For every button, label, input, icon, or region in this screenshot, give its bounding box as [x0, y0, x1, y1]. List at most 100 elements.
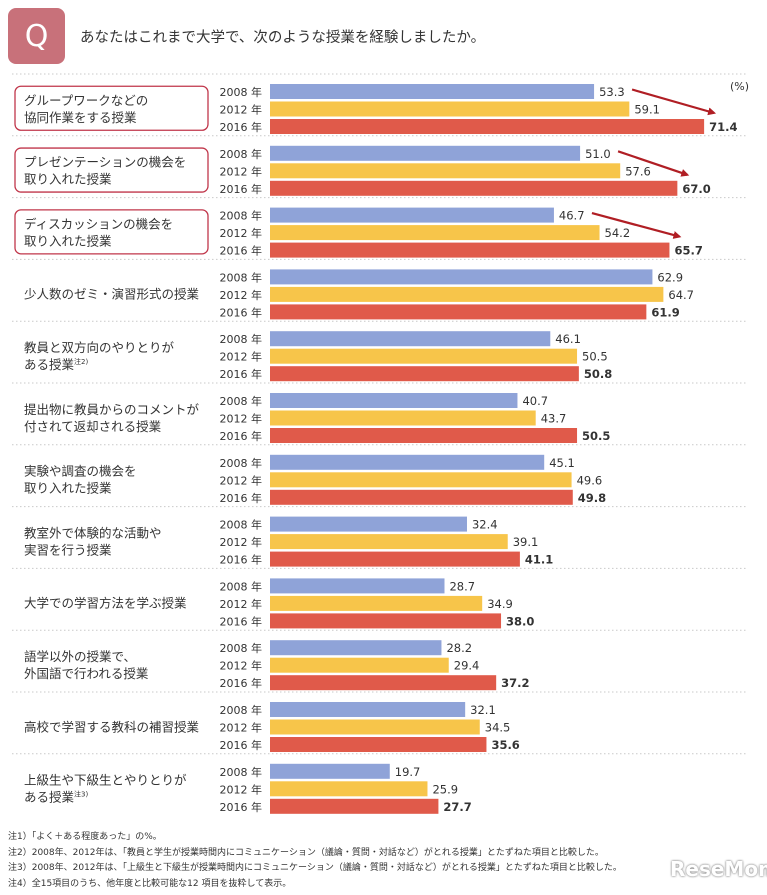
- value-label: 29.4: [454, 659, 480, 673]
- category-note: 注3): [74, 790, 88, 799]
- value-label: 35.6: [491, 738, 519, 752]
- category-label: 実習を行う授業: [24, 542, 112, 557]
- year-label: 2016 年: [220, 676, 263, 690]
- year-label: 2008 年: [220, 641, 263, 655]
- value-label: 34.5: [485, 721, 511, 735]
- year-label: 2008 年: [220, 270, 263, 284]
- value-label: 49.8: [578, 491, 606, 505]
- year-label: 2008 年: [220, 332, 263, 346]
- value-label: 50.8: [584, 367, 612, 381]
- bar: [270, 798, 439, 814]
- category-label: 実験や調査の機会を: [24, 464, 137, 479]
- bar: [270, 640, 442, 656]
- trend-arrow: [591, 212, 682, 239]
- category-note: 注2): [74, 357, 88, 366]
- bar: [270, 702, 466, 717]
- bar: [270, 675, 497, 691]
- bar: [270, 393, 518, 408]
- bar: [270, 595, 483, 611]
- value-label: 27.7: [443, 800, 471, 814]
- bar: [270, 428, 578, 443]
- question-text: あなたはこれまで大学で、次のような授業を経験しましたか。: [80, 30, 486, 46]
- category-label: 語学以外の授業で、: [24, 649, 136, 664]
- year-label: 2008 年: [220, 518, 263, 532]
- value-label: 50.5: [582, 350, 608, 364]
- bar: [270, 348, 578, 364]
- category-label: 提出物に教員からのコメントが: [24, 402, 200, 417]
- year-label: 2012 年: [220, 288, 263, 302]
- value-label: 25.9: [432, 782, 458, 796]
- year-label: 2008 年: [220, 209, 263, 223]
- category-label: 教員と双方向のやりとりが: [24, 340, 175, 355]
- footnote-3: 注3）2008年、2012年は、「上級生と下級生が授業時間内にコミュニケーション…: [8, 863, 622, 873]
- year-label: 2012 年: [220, 721, 263, 735]
- bar: [270, 719, 480, 735]
- bar: [270, 269, 653, 285]
- bar: [270, 225, 600, 241]
- year-label: 2008 年: [220, 147, 263, 161]
- value-label: 43.7: [541, 412, 567, 426]
- year-label: 2012 年: [220, 473, 263, 487]
- year-label: 2016 年: [220, 553, 263, 567]
- year-label: 2008 年: [220, 456, 263, 470]
- bar: [270, 410, 536, 426]
- value-label: 49.6: [577, 473, 603, 487]
- value-label: 34.9: [487, 597, 513, 611]
- year-label: 2016 年: [220, 120, 263, 134]
- year-label: 2012 年: [220, 535, 263, 549]
- year-label: 2012 年: [220, 782, 263, 796]
- year-label: 2008 年: [220, 579, 263, 593]
- value-label: 65.7: [674, 244, 702, 258]
- value-label: 28.7: [449, 579, 475, 593]
- category-label: 高校で学習する教科の補習授業: [24, 719, 200, 734]
- footnote-4: 注4）全15項目のうち、他年度と比較可能な12 項目を抜粋して表示。: [8, 878, 292, 889]
- value-label: 50.5: [582, 429, 610, 443]
- value-label: 45.1: [549, 456, 575, 470]
- year-label: 2008 年: [220, 765, 263, 779]
- value-label: 28.2: [446, 641, 472, 655]
- value-label: 67.0: [682, 182, 710, 196]
- year-label: 2016 年: [220, 800, 263, 814]
- value-label: 71.4: [709, 120, 737, 134]
- value-label: 62.9: [657, 270, 683, 284]
- year-label: 2012 年: [220, 226, 263, 240]
- value-label: 37.2: [501, 676, 529, 690]
- footnote-2: 注2）2008年、2012年は、「教員と学生が授業時間内にコミュニケーション（議…: [8, 847, 604, 858]
- bar: [270, 180, 678, 196]
- bar: [270, 578, 445, 594]
- category-label: 教室外で体験的な活動や: [24, 525, 162, 540]
- bar: [270, 763, 390, 779]
- bar: [270, 286, 664, 302]
- category-label: 付されて返却される授業: [24, 419, 162, 434]
- category-highlight-box: [14, 147, 209, 193]
- bar: [270, 489, 573, 505]
- year-label: 2016 年: [220, 738, 263, 752]
- category-highlight-box: [14, 209, 209, 255]
- year-label: 2016 年: [220, 244, 263, 258]
- bar: [270, 101, 630, 117]
- year-label: 2012 年: [220, 103, 263, 117]
- bar: [270, 366, 579, 382]
- year-label: 2008 年: [220, 394, 263, 408]
- category-label: グループワークなどの: [24, 93, 148, 108]
- value-label: 46.7: [559, 209, 585, 223]
- value-label: 32.4: [472, 518, 498, 532]
- bar: [270, 119, 705, 134]
- value-label: 57.6: [625, 164, 651, 178]
- year-label: 2008 年: [220, 85, 263, 99]
- value-label: 38.0: [506, 614, 534, 628]
- value-label: 51.0: [585, 147, 611, 161]
- year-label: 2012 年: [220, 350, 263, 364]
- footnote-1: 注1）「よく＋ある程度あった」の%。: [8, 832, 162, 842]
- bar: [270, 534, 508, 550]
- category-label: 大学での学習方法を学ぶ授業: [24, 596, 187, 611]
- value-label: 54.2: [605, 226, 631, 240]
- year-label: 2008 年: [220, 703, 263, 717]
- bar: [270, 207, 554, 223]
- value-label: 64.7: [668, 288, 694, 302]
- category-label: プレゼンテーションの機会を: [24, 155, 186, 170]
- year-label: 2016 年: [220, 491, 263, 505]
- unit-label: (%): [730, 80, 750, 93]
- category-label: 取り入れた授業: [24, 233, 112, 248]
